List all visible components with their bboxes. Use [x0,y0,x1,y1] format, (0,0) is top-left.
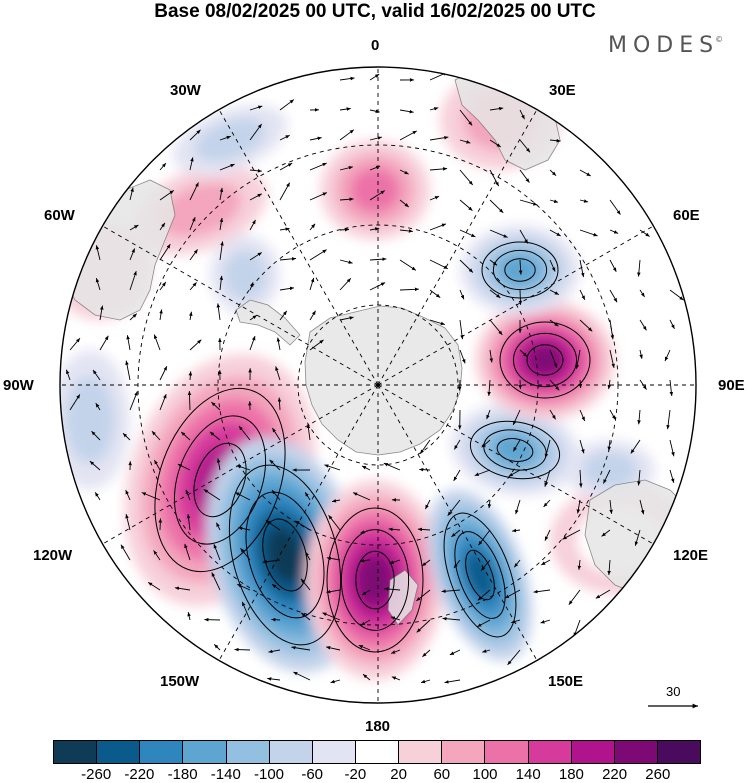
map-title: Base 08/02/2025 00 UTC, valid 16/02/2025… [154,1,596,22]
colorbar-tick-label: -140 [210,766,241,783]
colorbar-tick-label: 20 [390,766,407,783]
lon-label-120e: 120E [673,547,709,564]
streamlines [154,241,591,653]
colorbar-tick-label: -180 [167,766,198,783]
colorbar-tick-label: 60 [433,766,451,783]
colorbar-segment [269,741,313,763]
lon-label-180: 180 [365,718,391,735]
colorbar-segment [312,741,356,763]
colorbar-tick-label: 100 [472,766,498,783]
colorbar-tick-label: 180 [558,766,584,783]
colorbar-tick-label: -60 [301,766,324,783]
anomaly-field [60,67,696,703]
lon-label-150e: 150E [548,673,584,690]
colorbar-segment [485,741,529,763]
lon-label-30w: 30W [170,82,201,99]
reference-vector-label: 30 [666,684,681,699]
colorbar-segment [140,741,184,763]
lon-label-60w: 60W [44,207,75,224]
colorbar-tick-label: -20 [344,766,367,783]
map-boundary [59,66,697,704]
lon-label-90w: 90W [3,377,34,394]
colorbar-tick-label: 260 [645,766,671,783]
brand-logo: MODES© [608,33,724,58]
colorbar-tick-label: -260 [81,766,112,783]
colorbar-tick-label: 220 [602,766,628,783]
colorbar-segment [442,741,486,763]
lon-label-30e: 30E [549,82,576,99]
lon-label-120w: 120W [33,547,73,564]
colorbar-segment [399,741,443,763]
colorbar-segment [97,741,141,763]
lon-label-90e: 90E [718,377,745,394]
colorbar-segment [54,741,98,763]
colorbar-segment [614,741,658,763]
colorbar [53,740,701,764]
colorbar-segment [571,741,615,763]
colorbar-segment [657,741,701,763]
wind-vectors [65,72,684,684]
colorbar-segment [183,741,227,763]
colorbar-tick-label: -220 [124,766,155,783]
lon-label-0: 0 [371,37,380,54]
colorbar-segment [528,741,572,763]
colorbar-tick-label: 140 [515,766,541,783]
lon-label-150w: 150W [160,673,200,690]
colorbar-segment [226,741,270,763]
colorbar-tick-label: -100 [253,766,285,783]
colorbar-segment [355,741,400,763]
lon-label-60e: 60E [673,207,700,224]
